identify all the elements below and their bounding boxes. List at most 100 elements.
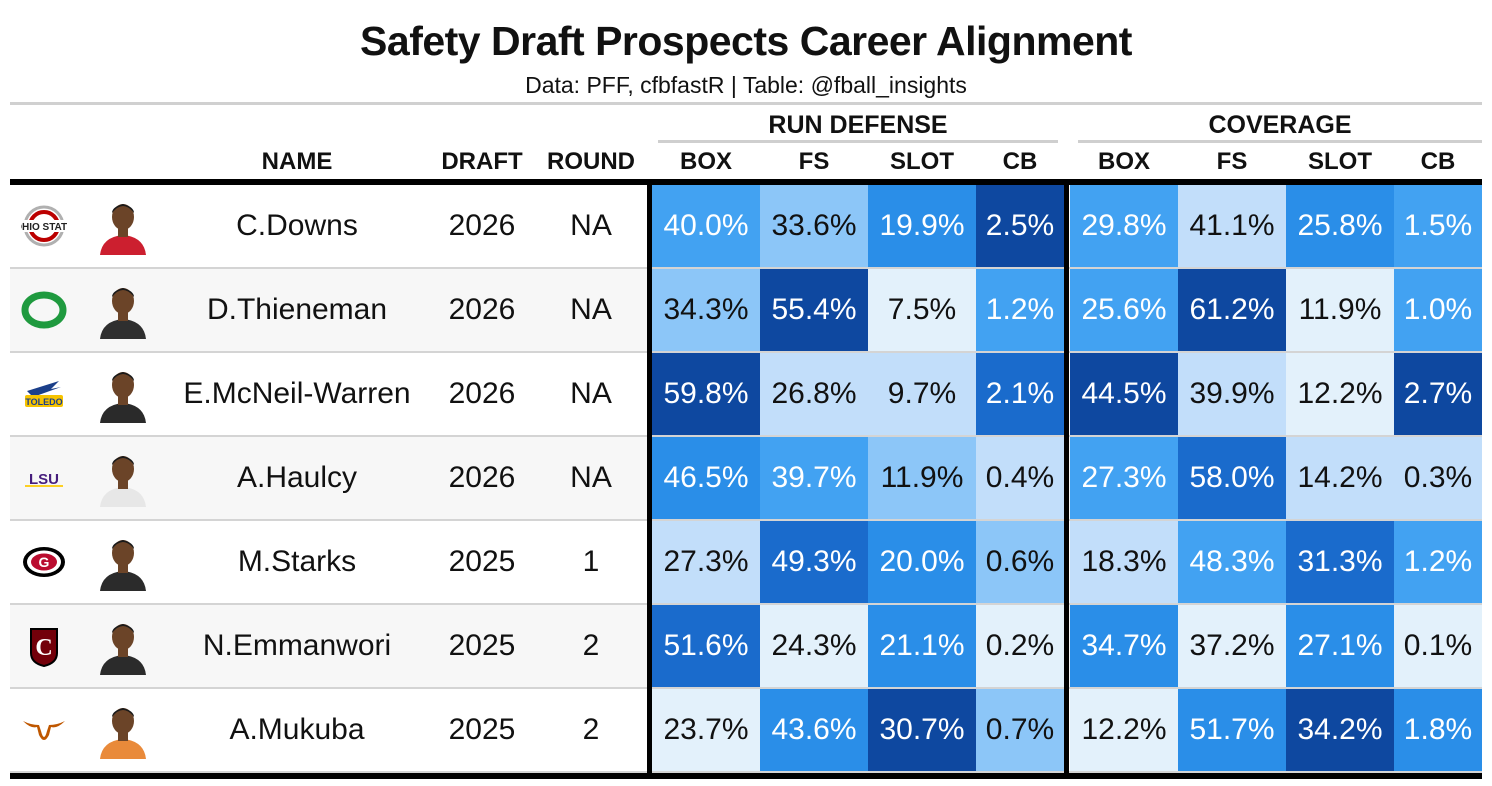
table-row: TOLEDO E.McNeil-Warren 2026 NA 59.8% 26.8% 9.7… <box>10 353 1482 437</box>
header-rd-fs: FS <box>798 148 830 175</box>
draft-round: NA <box>570 377 612 410</box>
player-headshot <box>96 365 150 423</box>
cell-cov-fs: 37.2% <box>1178 605 1286 687</box>
draft-year: 2025 <box>448 629 516 662</box>
cell-cov-fs: 58.0% <box>1178 437 1286 519</box>
table-row: G M.Starks 2025 1 27.3% 49.3% 20.0% 0.6% 18.3% 48… <box>10 521 1482 605</box>
cell-cov-box: 34.7% <box>1070 605 1178 687</box>
cell-rd-box: 40.0% <box>652 185 760 267</box>
cell-rd-slot: 19.9% <box>868 185 976 267</box>
table-row: A.Mukuba 2025 2 23.7% 43.6% 30.7% 0.7% 12.2% 51.… <box>10 689 1482 773</box>
player-name: E.McNeil-Warren <box>183 377 411 410</box>
cell-cov-fs: 51.7% <box>1178 689 1286 771</box>
chart-subtitle: Data: PFF, cfbfastR | Table: @fball_insi… <box>525 72 967 98</box>
team-logo-icon: C <box>21 623 67 669</box>
row-separator <box>10 519 1482 521</box>
draft-round: 2 <box>582 713 600 746</box>
cell-cov-slot: 11.9% <box>1286 269 1394 351</box>
spanner-coverage-line <box>1078 140 1482 143</box>
cell-cov-slot: 12.2% <box>1286 353 1394 435</box>
draft-round: NA <box>570 461 612 494</box>
cell-rd-box: 46.5% <box>652 437 760 519</box>
table-row: C N.Emmanwori 2025 2 51.6% 24.3% 21.1% 0.2% 34.7… <box>10 605 1482 689</box>
header-cov-fs: FS <box>1216 148 1248 175</box>
player-headshot <box>96 197 150 255</box>
player-headshot <box>96 449 150 507</box>
team-logo-icon: G <box>21 539 67 585</box>
player-name: D.Thieneman <box>206 293 388 326</box>
cell-rd-fs: 33.6% <box>760 185 868 267</box>
cell-cov-cb: 1.0% <box>1394 269 1482 351</box>
cell-cov-cb: 1.2% <box>1394 521 1482 603</box>
cell-rd-cb: 0.6% <box>976 521 1064 603</box>
draft-year: 2026 <box>448 377 516 410</box>
draft-year: 2026 <box>448 293 516 326</box>
cell-cov-box: 27.3% <box>1070 437 1178 519</box>
cell-rd-fs: 49.3% <box>760 521 868 603</box>
table-row: D.Thieneman 2026 NA 34.3% 55.4% 7.5% 1.2% 25.6%… <box>10 269 1482 353</box>
draft-year: 2025 <box>448 713 516 746</box>
cell-cov-slot: 27.1% <box>1286 605 1394 687</box>
cell-cov-fs: 39.9% <box>1178 353 1286 435</box>
cell-cov-fs: 41.1% <box>1178 185 1286 267</box>
spanner-run-defense-line <box>658 140 1058 143</box>
cell-rd-cb: 0.7% <box>976 689 1064 771</box>
cell-rd-slot: 9.7% <box>868 353 976 435</box>
draft-round: 1 <box>582 545 600 578</box>
cell-cov-cb: 1.5% <box>1394 185 1482 267</box>
cell-cov-cb: 0.3% <box>1394 437 1482 519</box>
cell-rd-fs: 26.8% <box>760 353 868 435</box>
player-name: M.Starks <box>237 545 357 578</box>
divider-run-defense <box>647 185 652 773</box>
svg-text:LSU: LSU <box>29 471 59 488</box>
cell-cov-box: 29.8% <box>1070 185 1178 267</box>
bottom-rule <box>10 773 1482 779</box>
cell-rd-slot: 20.0% <box>868 521 976 603</box>
cell-rd-box: 34.3% <box>652 269 760 351</box>
row-separator <box>10 687 1482 689</box>
divider-coverage <box>1064 185 1069 773</box>
header-round: ROUND <box>547 148 635 175</box>
chart-title: Safety Draft Prospects Career Alignment <box>360 18 1132 64</box>
row-separator <box>10 435 1482 437</box>
header-rule <box>10 179 1482 185</box>
cell-rd-fs: 24.3% <box>760 605 868 687</box>
svg-text:TOLEDO: TOLEDO <box>25 397 62 407</box>
draft-year: 2026 <box>448 209 516 242</box>
top-rule <box>10 102 1482 105</box>
team-logo-icon: OHIO STATE <box>14 203 74 249</box>
cell-cov-box: 44.5% <box>1070 353 1178 435</box>
cell-rd-cb: 1.2% <box>976 269 1064 351</box>
cell-rd-fs: 39.7% <box>760 437 868 519</box>
cell-cov-cb: 0.1% <box>1394 605 1482 687</box>
cell-rd-box: 59.8% <box>652 353 760 435</box>
cell-rd-fs: 43.6% <box>760 689 868 771</box>
cell-cov-fs: 48.3% <box>1178 521 1286 603</box>
svg-text:OHIO STATE: OHIO STATE <box>21 222 67 233</box>
row-separator <box>10 603 1482 605</box>
cell-rd-box: 27.3% <box>652 521 760 603</box>
team-logo-icon: LSU <box>21 455 67 501</box>
cell-rd-box: 23.7% <box>652 689 760 771</box>
row-separator <box>10 267 1482 269</box>
player-name: N.Emmanwori <box>202 629 392 662</box>
player-headshot <box>96 617 150 675</box>
cell-cov-slot: 34.2% <box>1286 689 1394 771</box>
cell-cov-box: 18.3% <box>1070 521 1178 603</box>
cell-cov-slot: 31.3% <box>1286 521 1394 603</box>
cell-cov-slot: 14.2% <box>1286 437 1394 519</box>
draft-round: NA <box>570 209 612 242</box>
header-draft: DRAFT <box>441 148 523 175</box>
header-name: NAME <box>261 148 333 175</box>
player-name: A.Mukuba <box>229 713 365 746</box>
cell-rd-slot: 7.5% <box>868 269 976 351</box>
cell-rd-slot: 30.7% <box>868 689 976 771</box>
header-cov-slot: SLOT <box>1308 148 1372 175</box>
player-headshot <box>96 533 150 591</box>
draft-round: 2 <box>582 629 600 662</box>
cell-cov-slot: 25.8% <box>1286 185 1394 267</box>
spanner-coverage: COVERAGE <box>1208 111 1352 139</box>
cell-rd-fs: 55.4% <box>760 269 868 351</box>
cell-rd-slot: 21.1% <box>868 605 976 687</box>
team-logo-icon <box>21 287 67 333</box>
